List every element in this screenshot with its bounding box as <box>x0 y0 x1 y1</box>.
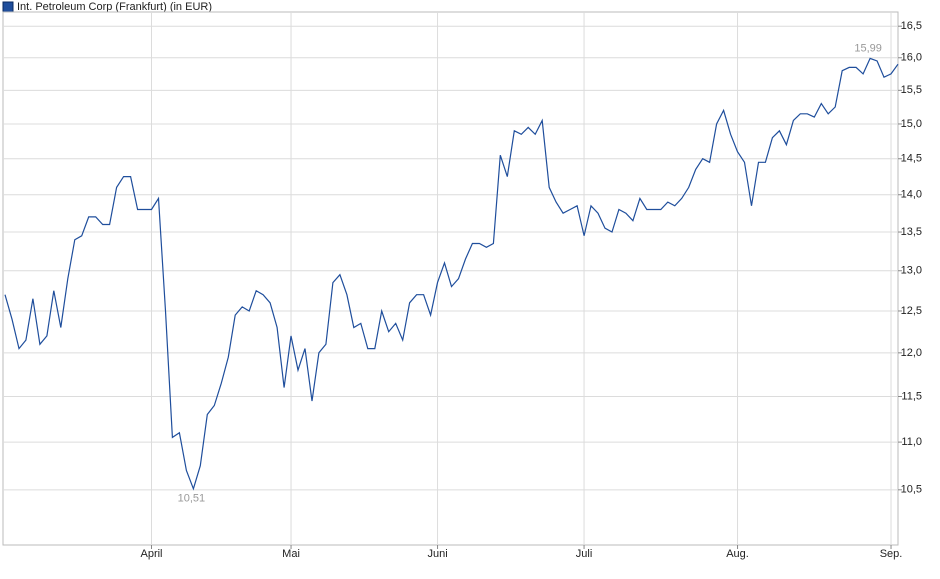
legend-label: Int. Petroleum Corp (Frankfurt) (in EUR) <box>17 1 212 13</box>
y-tick-label: 12,5 <box>901 305 922 317</box>
y-tick-label: 13,5 <box>901 226 922 238</box>
x-tick-label: Mai <box>282 548 300 560</box>
y-tick-label: 11,0 <box>901 436 922 448</box>
y-tick-label: 12,0 <box>901 347 922 359</box>
x-tick-label: Juli <box>576 548 593 560</box>
y-tick-label: 16,5 <box>901 20 922 32</box>
extreme-label: 10,51 <box>178 493 206 505</box>
x-tick-label: Aug. <box>726 548 749 560</box>
x-tick-label: Juni <box>427 548 447 560</box>
x-tick-label: April <box>141 548 163 560</box>
y-tick-label: 11,5 <box>901 390 922 402</box>
y-tick-label: 16,0 <box>901 52 922 64</box>
y-tick-label: 15,5 <box>901 84 922 96</box>
price-line <box>4 57 899 491</box>
y-tick-label: 14,5 <box>901 153 922 165</box>
y-tick-label: 15,0 <box>901 118 922 130</box>
x-tick-label: Sep. <box>880 548 903 560</box>
plot-frame <box>2 11 899 546</box>
extreme-label: 15,99 <box>854 42 882 54</box>
y-tick-label: 14,0 <box>901 189 922 201</box>
legend-swatch <box>2 1 14 13</box>
y-tick-label: 13,0 <box>901 265 922 277</box>
y-tick-label: 10,5 <box>901 484 922 496</box>
